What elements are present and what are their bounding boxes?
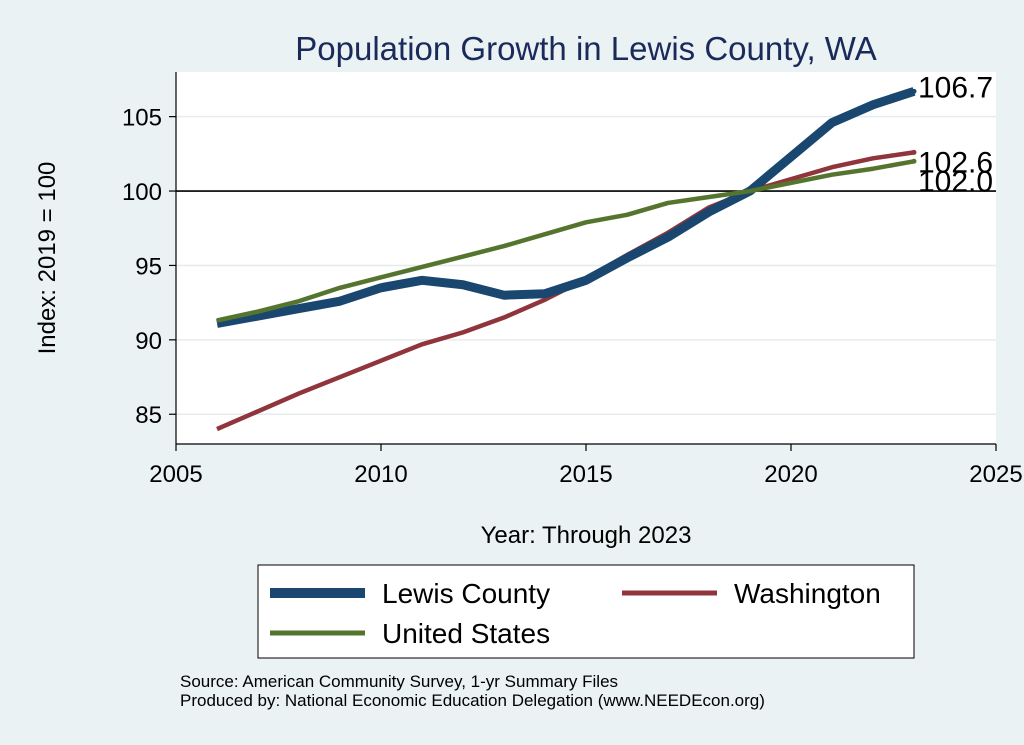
end-value-label: 102.0: [918, 165, 993, 198]
y-axis-ticks: 85 90 95 100 105: [122, 105, 176, 429]
source-note: Source: American Community Survey, 1-yr …: [180, 672, 765, 710]
y-axis-label: Index: 2019 = 100: [34, 162, 61, 355]
end-point-marker: [911, 158, 917, 164]
legend-label: United States: [382, 618, 550, 649]
series-line: [216, 150, 915, 432]
series-line: [216, 87, 916, 328]
legend-label: Washington: [734, 578, 881, 609]
x-axis-label: Year: Through 2023: [481, 522, 692, 549]
legend-label: Lewis County: [382, 578, 550, 609]
x-tick-label: 2010: [354, 461, 407, 488]
y-tick-label: 90: [135, 328, 162, 355]
source-line: Source: American Community Survey, 1-yr …: [180, 672, 619, 691]
end-point-marker: [911, 88, 917, 94]
chart-title: Population Growth in Lewis County, WA: [295, 30, 876, 67]
y-tick-label: 95: [135, 253, 162, 280]
y-tick-label: 105: [122, 105, 162, 132]
legend-box: [257, 564, 915, 659]
x-tick-label: 2005: [149, 461, 202, 488]
end-value-label: 106.7: [918, 71, 993, 104]
end-value-label: 102.6: [918, 146, 993, 179]
y-tick-label: 85: [135, 402, 162, 429]
plot-area: [176, 72, 996, 444]
x-axis-ticks: 2005 2010 2015 2020 2025: [149, 444, 1023, 488]
x-tick-label: 2020: [764, 461, 817, 488]
x-tick-label: 2015: [559, 461, 612, 488]
legend: Lewis County Washington United States: [270, 578, 881, 649]
y-tick-label: 100: [122, 179, 162, 206]
end-point-marker: [911, 149, 917, 155]
series-line: [216, 159, 915, 323]
producer-line: Produced by: National Economic Education…: [180, 691, 765, 710]
x-tick-label: 2025: [969, 461, 1022, 488]
series-lines: [216, 87, 916, 432]
